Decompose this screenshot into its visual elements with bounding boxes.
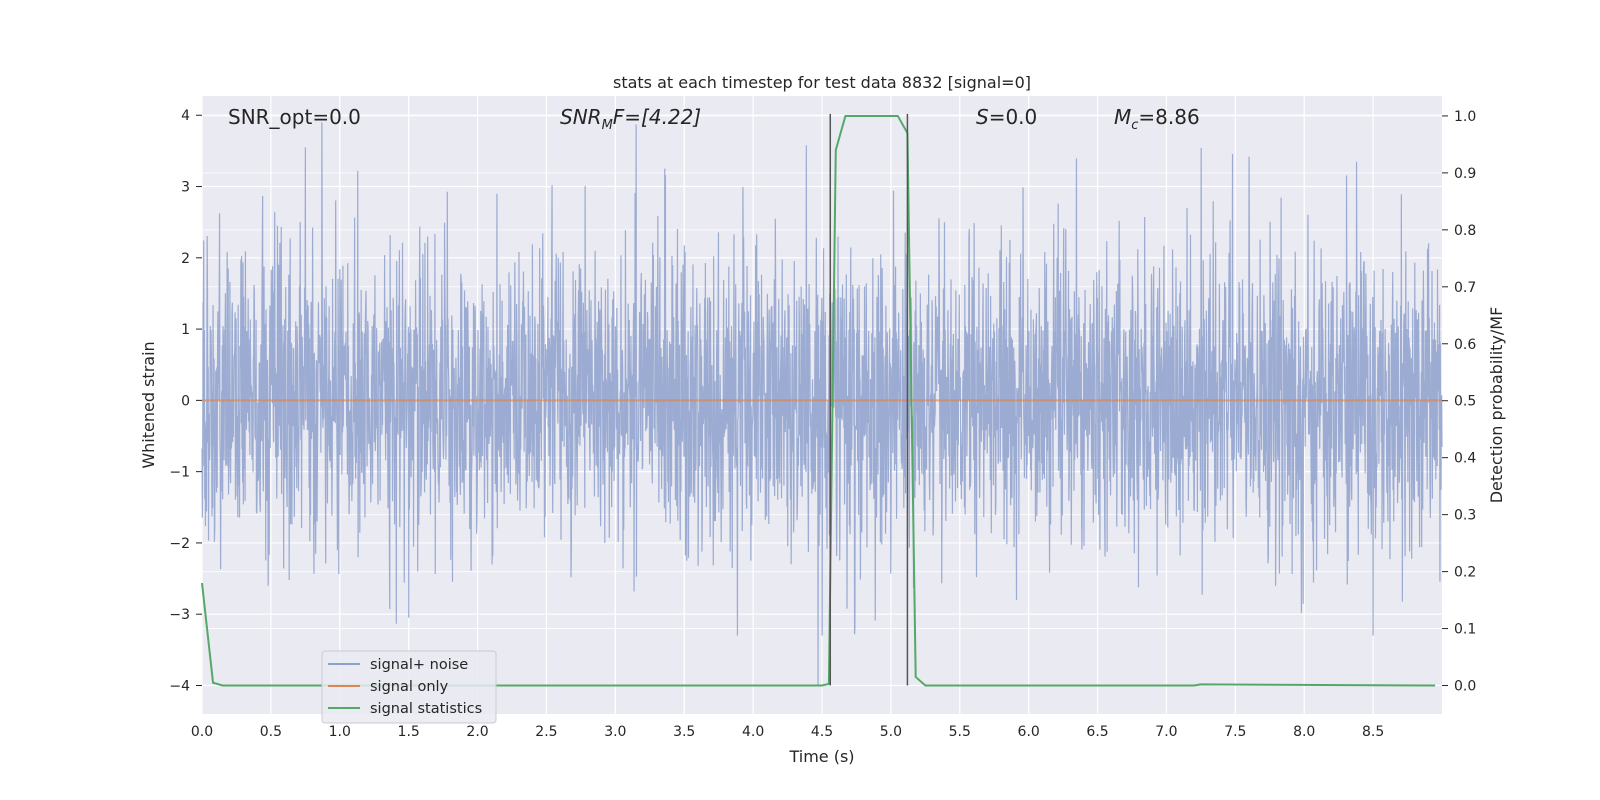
y-right-tick-label: 0.2 — [1454, 565, 1476, 581]
snr-mf-rest: F=[4.22] — [613, 105, 701, 129]
y-left-tick-label: 1 — [181, 322, 190, 338]
legend-label-signal-only: signal only — [370, 679, 449, 695]
s-base: S — [976, 105, 989, 129]
y-right-tick-label: 0.6 — [1454, 337, 1476, 353]
x-axis-label: Time (s) — [788, 747, 854, 766]
x-tick-label: 1.0 — [329, 724, 351, 740]
y-right-tick-label: 0.1 — [1454, 622, 1476, 638]
y-right-tick-label: 0.3 — [1454, 508, 1476, 524]
signal-noise-series — [201, 122, 1443, 686]
y-axis-right-label: Detection probability/MF — [1487, 307, 1506, 504]
mc-base: M — [1114, 105, 1131, 129]
x-tick-label: 8.0 — [1293, 724, 1315, 740]
x-tick-label: 3.5 — [673, 724, 695, 740]
x-tick-label: 8.5 — [1362, 724, 1384, 740]
x-tick-label: 2.5 — [535, 724, 557, 740]
ticks: 0.0 0.5 1.0 1.5 2.0 2.5 3.0 3.5 4.0 4.5 5.0 5.5 6.0 6… — [169, 108, 1476, 740]
y-left-tick-label: −2 — [169, 536, 190, 552]
mc-rest: =8.86 — [1138, 105, 1199, 129]
y-right-tick-label: 0.0 — [1454, 679, 1476, 695]
y-right-tick-label: 0.5 — [1454, 394, 1476, 410]
x-tick-label: 0.0 — [191, 724, 213, 740]
x-tick-label: 6.0 — [1018, 724, 1040, 740]
x-tick-label: 4.0 — [742, 724, 764, 740]
y-right-tick-label: 1.0 — [1454, 109, 1476, 125]
annotation-snr-opt: SNR_opt=0.0 — [228, 105, 361, 129]
snr-mf-subscript: M — [602, 118, 613, 133]
x-tick-label: 4.5 — [811, 724, 833, 740]
x-tick-label: 3.0 — [604, 724, 626, 740]
y-left-tick-label: −4 — [169, 678, 190, 694]
x-tick-label: 5.0 — [880, 724, 902, 740]
y-right-tick-label: 0.8 — [1454, 223, 1476, 239]
y-right-tick-label: 0.9 — [1454, 166, 1476, 182]
legend-label-signal-statistics: signal statistics — [370, 701, 482, 717]
annotation-s: S=0.0 — [976, 105, 1037, 129]
s-rest: =0.0 — [989, 105, 1038, 129]
legend: signal+ noise signal only signal statist… — [321, 650, 497, 724]
x-tick-label: 0.5 — [260, 724, 282, 740]
x-tick-label: 7.5 — [1224, 724, 1246, 740]
legend-box — [321, 650, 497, 724]
series-signal-statistics-line — [201, 114, 1436, 687]
x-tick-label: 1.5 — [398, 724, 420, 740]
y-axis-left-label: Whitened strain — [139, 341, 158, 468]
y-left-tick-label: −3 — [169, 607, 190, 623]
y-left-tick-label: 4 — [181, 108, 190, 124]
y-left-tick-label: 3 — [181, 180, 190, 196]
x-tick-label: 2.0 — [466, 724, 488, 740]
series-layer — [201, 114, 1442, 687]
vertical-markers — [829, 113, 909, 686]
y-left-tick-label: −1 — [169, 465, 190, 481]
annotation-snr-mf: SNRMF=[4.22] — [560, 105, 701, 133]
y-right-tick-label: 0.4 — [1454, 451, 1476, 467]
y-left-tick-label: 0 — [181, 393, 190, 409]
x-tick-label: 6.5 — [1086, 724, 1108, 740]
legend-label-signal-noise: signal+ noise — [370, 657, 468, 673]
mc-subscript: c — [1131, 118, 1138, 133]
series-signal-noise-line — [201, 122, 1443, 686]
annotation-mc: Mc=8.86 — [1114, 105, 1200, 133]
chart-title: stats at each timestep for test data 883… — [613, 73, 1031, 92]
x-tick-label: 5.5 — [949, 724, 971, 740]
x-tick-label: 7.0 — [1155, 724, 1177, 740]
y-right-tick-label: 0.7 — [1454, 280, 1476, 296]
snr-mf-base: SNR — [560, 105, 602, 129]
y-left-tick-label: 2 — [181, 251, 190, 267]
